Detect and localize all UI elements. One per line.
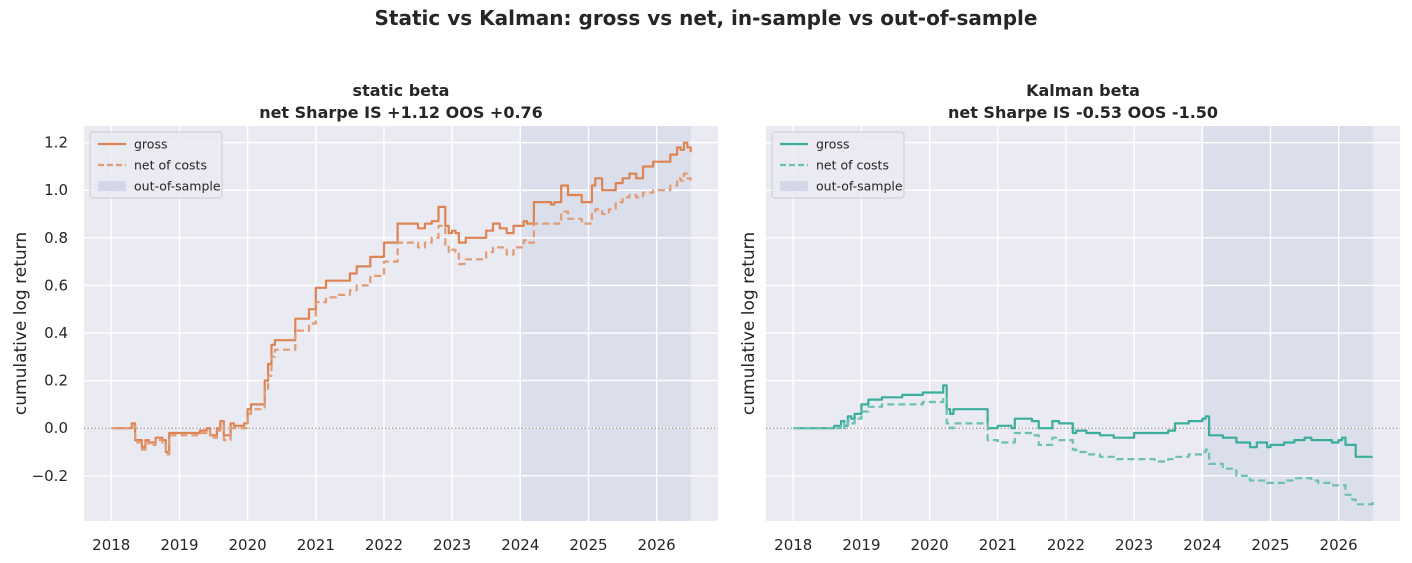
y-tick-label: 0.8 — [44, 229, 68, 247]
y-tick-label: 0.6 — [44, 276, 68, 294]
x-tick-label: 2025 — [569, 536, 607, 554]
panel-title: Kalman beta — [1026, 81, 1140, 100]
out-of-sample-band — [520, 126, 691, 521]
panel-subtitle: net Sharpe IS +1.12 OOS +0.76 — [259, 103, 543, 122]
figure-title: Static vs Kalman: gross vs net, in-sampl… — [374, 6, 1038, 30]
x-tick-label: 2021 — [297, 536, 335, 554]
y-tick-label: 0.4 — [44, 324, 68, 342]
legend-out-of-sample-marker — [780, 181, 808, 191]
series-line-gross — [793, 384, 1373, 458]
x-tick-label: 2020 — [229, 536, 267, 554]
series-line-net-of-costs — [111, 172, 692, 456]
y-axis-label: cumulative log return — [11, 232, 31, 415]
y-tick-label: 1.2 — [44, 134, 68, 152]
series-line-gross — [111, 141, 692, 454]
panel-kalman-beta: Kalman beta net Sharpe IS -0.53 OOS -1.50… — [739, 81, 1400, 554]
legend-gross-label: gross — [134, 137, 167, 152]
legend-out-of-sample-label: out-of-sample — [816, 179, 903, 194]
legend-net-of-costs-label: net of costs — [134, 158, 207, 173]
legend-gross-label: gross — [816, 137, 849, 152]
x-tick-label: 2026 — [638, 536, 676, 554]
x-tick-label: 2018 — [92, 536, 130, 554]
x-tick-label: 2023 — [433, 536, 471, 554]
series-line-net-of-costs — [793, 396, 1374, 506]
x-tick-label: 2025 — [1251, 536, 1289, 554]
y-axis-label: cumulative log return — [739, 232, 759, 415]
x-tick-label: 2022 — [365, 536, 403, 554]
x-tick-label: 2019 — [160, 536, 198, 554]
panel-subtitle: net Sharpe IS -0.53 OOS -1.50 — [948, 103, 1218, 122]
x-tick-label: 2018 — [774, 536, 812, 554]
x-tick-label: 2026 — [1320, 536, 1358, 554]
x-tick-label: 2024 — [501, 536, 539, 554]
x-tick-label: 2022 — [1047, 536, 1085, 554]
out-of-sample-band — [1202, 126, 1373, 521]
legend-net-of-costs-label: net of costs — [816, 158, 889, 173]
x-tick-label: 2019 — [842, 536, 880, 554]
y-tick-label: 0.2 — [44, 372, 68, 390]
y-tick-label: −0.2 — [32, 467, 68, 485]
x-tick-label: 2020 — [911, 536, 949, 554]
panel-title: static beta — [353, 81, 450, 100]
legend-out-of-sample-marker — [98, 181, 126, 191]
y-tick-label: 0.0 — [44, 419, 68, 437]
y-tick-label: 1.0 — [44, 181, 68, 199]
x-tick-label: 2021 — [979, 536, 1017, 554]
legend-out-of-sample-label: out-of-sample — [134, 179, 221, 194]
panel-static-beta: static beta net Sharpe IS +1.12 OOS +0.76… — [11, 81, 718, 554]
x-tick-label: 2023 — [1115, 536, 1153, 554]
x-tick-label: 2024 — [1183, 536, 1221, 554]
